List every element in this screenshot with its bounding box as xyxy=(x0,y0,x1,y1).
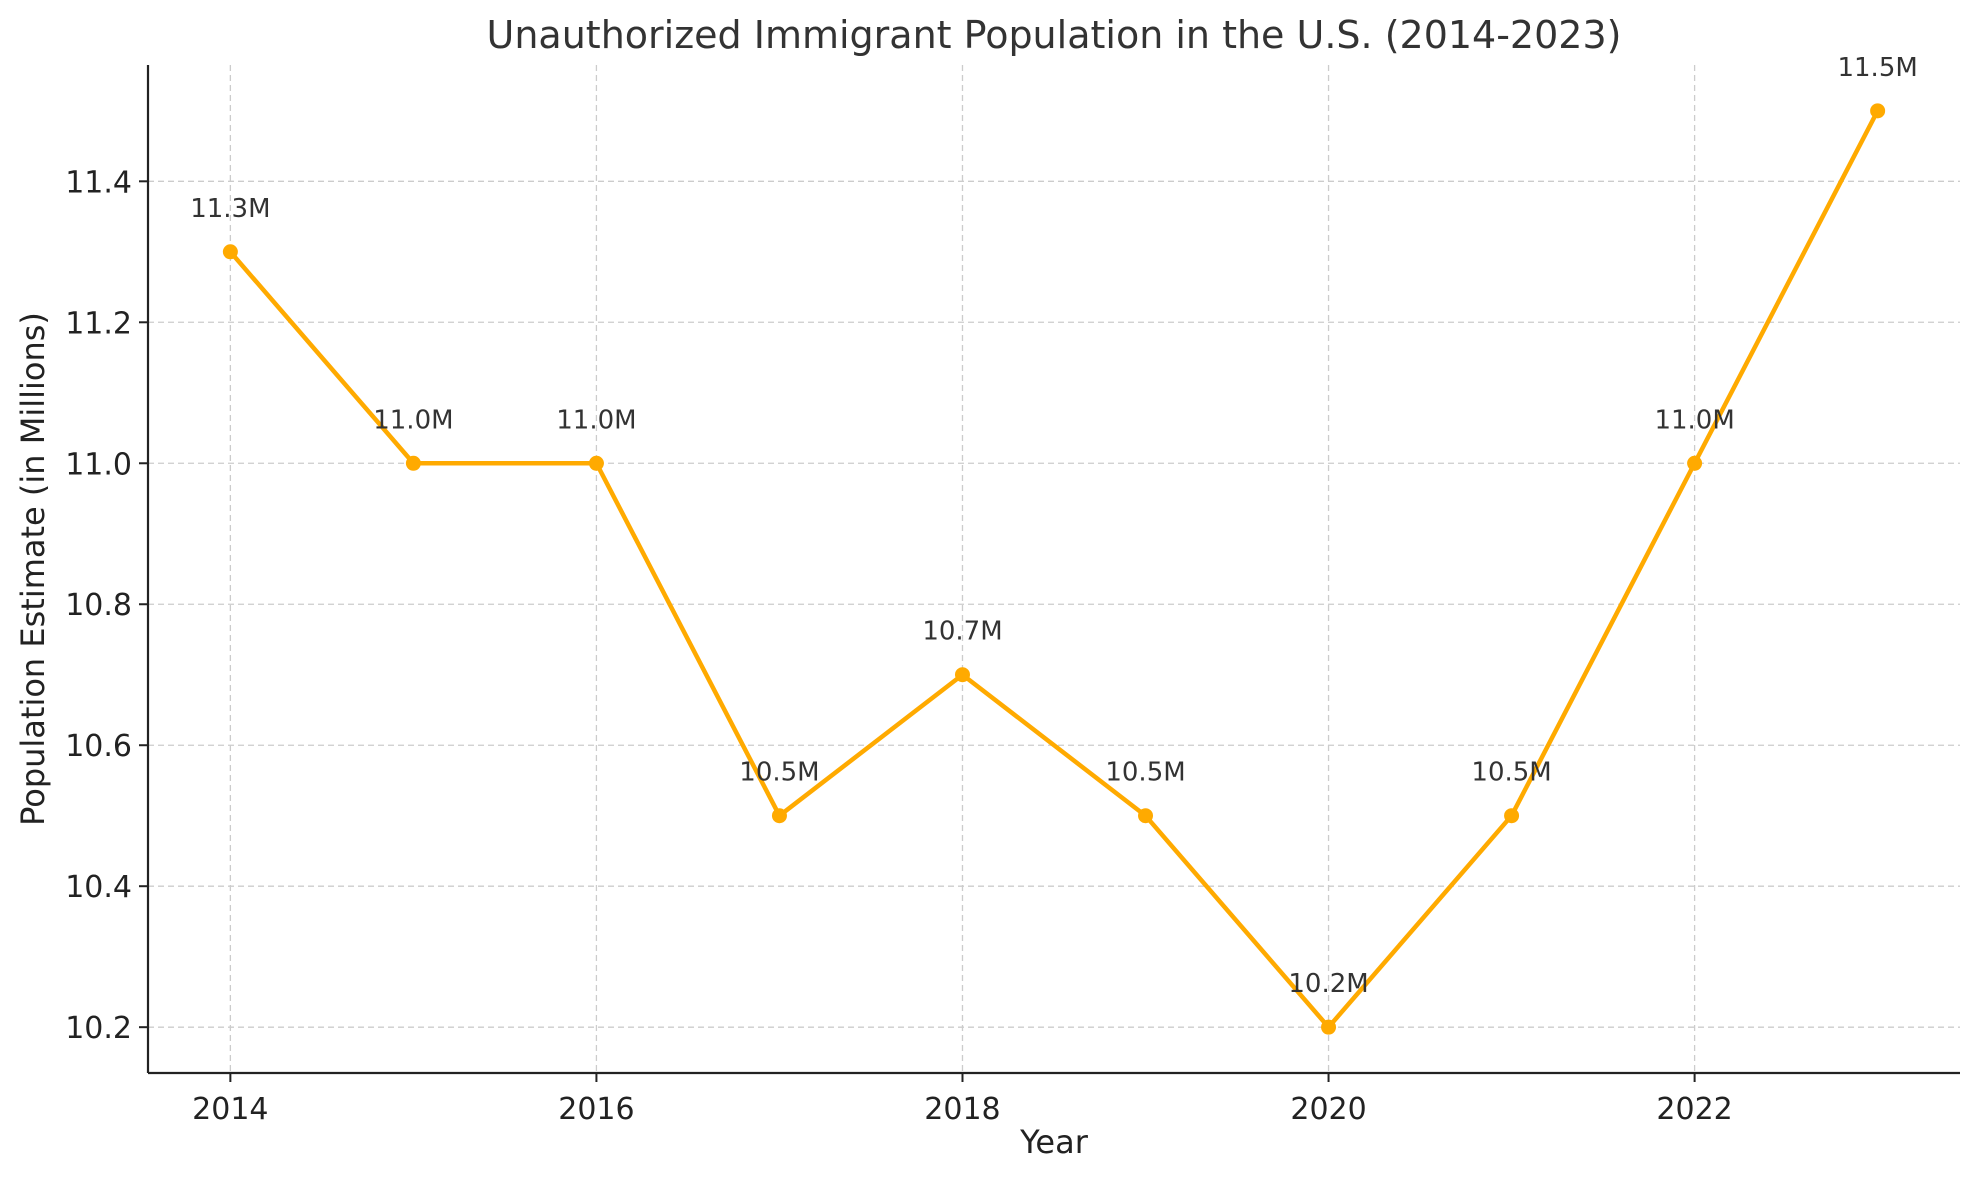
series-line xyxy=(228,108,1880,1030)
x-tick-label: 2020 xyxy=(1290,1092,1366,1127)
y-tick-label: 10.6 xyxy=(65,729,132,764)
data-point xyxy=(954,667,970,683)
data-label: 11.0M xyxy=(373,405,453,435)
chart-title: Unauthorized Immigrant Population in the… xyxy=(487,13,1622,57)
data-label: 11.3M xyxy=(190,194,270,224)
y-tick-label: 10.4 xyxy=(65,870,132,905)
x-axis-title: Year xyxy=(1019,1123,1089,1161)
data-labels: 11.3M 11.0M 11.0M 10.5M 10.7M 10.5M 10.2M 10.5M… xyxy=(190,53,1918,999)
y-tick-label: 11.2 xyxy=(65,306,132,341)
data-label: 10.2M xyxy=(1288,969,1368,999)
x-tick-label: 2022 xyxy=(1656,1092,1732,1127)
ticks: 2014 2016 2018 2020 2022 10.2 10.4 10.6 10.8 11.0… xyxy=(65,165,1733,1127)
data-point xyxy=(1870,103,1886,119)
x-tick-label: 2014 xyxy=(192,1092,268,1127)
y-tick-label: 11.4 xyxy=(65,165,132,200)
x-tick-label: 2016 xyxy=(558,1092,634,1127)
y-tick-label: 10.2 xyxy=(65,1011,132,1046)
data-label: 11.0M xyxy=(556,405,636,435)
data-label: 11.0M xyxy=(1654,405,1734,435)
y-axis-title: Population Estimate (in Millions) xyxy=(14,312,52,826)
data-label: 10.5M xyxy=(739,758,819,788)
data-label: 10.7M xyxy=(922,617,1002,647)
data-point xyxy=(1321,1019,1337,1035)
data-point xyxy=(405,455,421,471)
data-point xyxy=(588,455,604,471)
grid xyxy=(148,65,1960,1073)
data-point xyxy=(1687,455,1703,471)
data-label: 10.5M xyxy=(1105,758,1185,788)
data-point xyxy=(1504,808,1520,824)
axes xyxy=(146,65,1960,1075)
series xyxy=(222,103,1886,1035)
y-tick-label: 11.0 xyxy=(65,447,132,482)
data-label: 10.5M xyxy=(1471,758,1551,788)
data-point xyxy=(222,244,238,260)
y-tick-label: 10.8 xyxy=(65,588,132,623)
data-point xyxy=(1138,808,1154,824)
data-point xyxy=(771,808,787,824)
x-tick-label: 2018 xyxy=(924,1092,1000,1127)
data-label: 11.5M xyxy=(1837,53,1917,83)
